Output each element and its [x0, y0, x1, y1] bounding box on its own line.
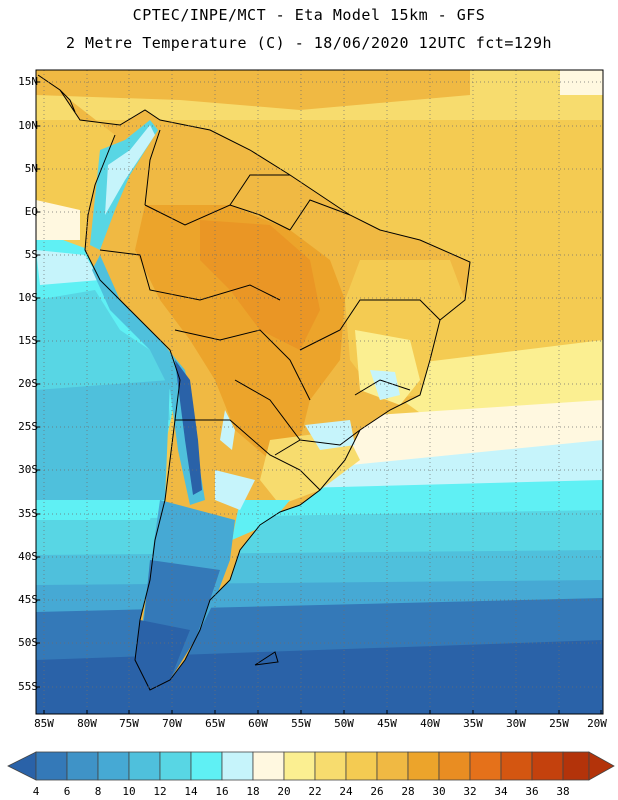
lon-label: 40W — [410, 717, 450, 730]
lat-label: 55S — [10, 681, 38, 693]
lat-label: 35S — [10, 508, 38, 520]
colorbar-label: 26 — [362, 785, 392, 798]
colorbar-label: 34 — [486, 785, 516, 798]
lat-label: 50S — [10, 637, 38, 649]
colorbar — [8, 752, 614, 780]
colorbar-label: 8 — [83, 785, 113, 798]
colorbar-swatch — [129, 752, 160, 780]
colorbar-label: 32 — [455, 785, 485, 798]
colorbar-label: 24 — [331, 785, 361, 798]
colorbar-label: 20 — [269, 785, 299, 798]
lon-label: 25W — [539, 717, 579, 730]
colorbar-label: 14 — [176, 785, 206, 798]
colorbar-label: 28 — [393, 785, 423, 798]
lon-label: 45W — [367, 717, 407, 730]
colorbar-swatch — [253, 752, 284, 780]
colorbar-swatch — [470, 752, 501, 780]
colorbar-label: 18 — [238, 785, 268, 798]
lon-label: 80W — [67, 717, 107, 730]
colorbar-swatch — [191, 752, 222, 780]
colorbar-label: 12 — [145, 785, 175, 798]
colorbar-label: 4 — [21, 785, 51, 798]
lon-label: 65W — [195, 717, 235, 730]
colorbar-label: 38 — [548, 785, 578, 798]
colorbar-swatch — [67, 752, 98, 780]
colorbar-label: 22 — [300, 785, 330, 798]
colorbar-swatch — [377, 752, 408, 780]
lat-label: 15N — [10, 76, 38, 88]
colorbar-label: 36 — [517, 785, 547, 798]
lat-label: 10S — [10, 292, 38, 304]
colorbar-label: 10 — [114, 785, 144, 798]
colorbar-swatch — [346, 752, 377, 780]
colorbar-label: 30 — [424, 785, 454, 798]
lon-label: 55W — [281, 717, 321, 730]
colorbar-arrow-low — [8, 752, 36, 780]
colorbar-swatch — [160, 752, 191, 780]
colorbar-swatch — [408, 752, 439, 780]
colorbar-swatch — [222, 752, 253, 780]
lon-label: 70W — [152, 717, 192, 730]
lat-label: 25S — [10, 421, 38, 433]
colorbar-label: 6 — [52, 785, 82, 798]
colorbar-swatch — [98, 752, 129, 780]
lat-label: EQ — [10, 206, 38, 218]
lon-label: 75W — [109, 717, 149, 730]
lon-label: 20W — [577, 717, 617, 730]
colorbar-swatch — [563, 752, 589, 780]
colorbar-swatch — [501, 752, 532, 780]
lat-label: 15S — [10, 335, 38, 347]
lat-label: 5N — [10, 163, 38, 175]
map-figure — [0, 0, 618, 800]
colorbar-swatch — [284, 752, 315, 780]
lon-label: 30W — [496, 717, 536, 730]
temperature-field — [36, 70, 603, 714]
lat-label: 30S — [10, 464, 38, 476]
colorbar-swatch — [315, 752, 346, 780]
colorbar-label: 16 — [207, 785, 237, 798]
colorbar-swatch — [439, 752, 470, 780]
colorbar-swatch — [532, 752, 563, 780]
lat-label: 45S — [10, 594, 38, 606]
lat-label: 40S — [10, 551, 38, 563]
lat-label: 5S — [10, 249, 38, 261]
lat-label: 20S — [10, 378, 38, 390]
colorbar-swatch — [36, 752, 67, 780]
lon-label: 50W — [324, 717, 364, 730]
colorbar-arrow-high — [589, 752, 614, 780]
lon-label: 35W — [453, 717, 493, 730]
lon-label: 85W — [24, 717, 64, 730]
lat-label: 10N — [10, 120, 38, 132]
lon-label: 60W — [238, 717, 278, 730]
